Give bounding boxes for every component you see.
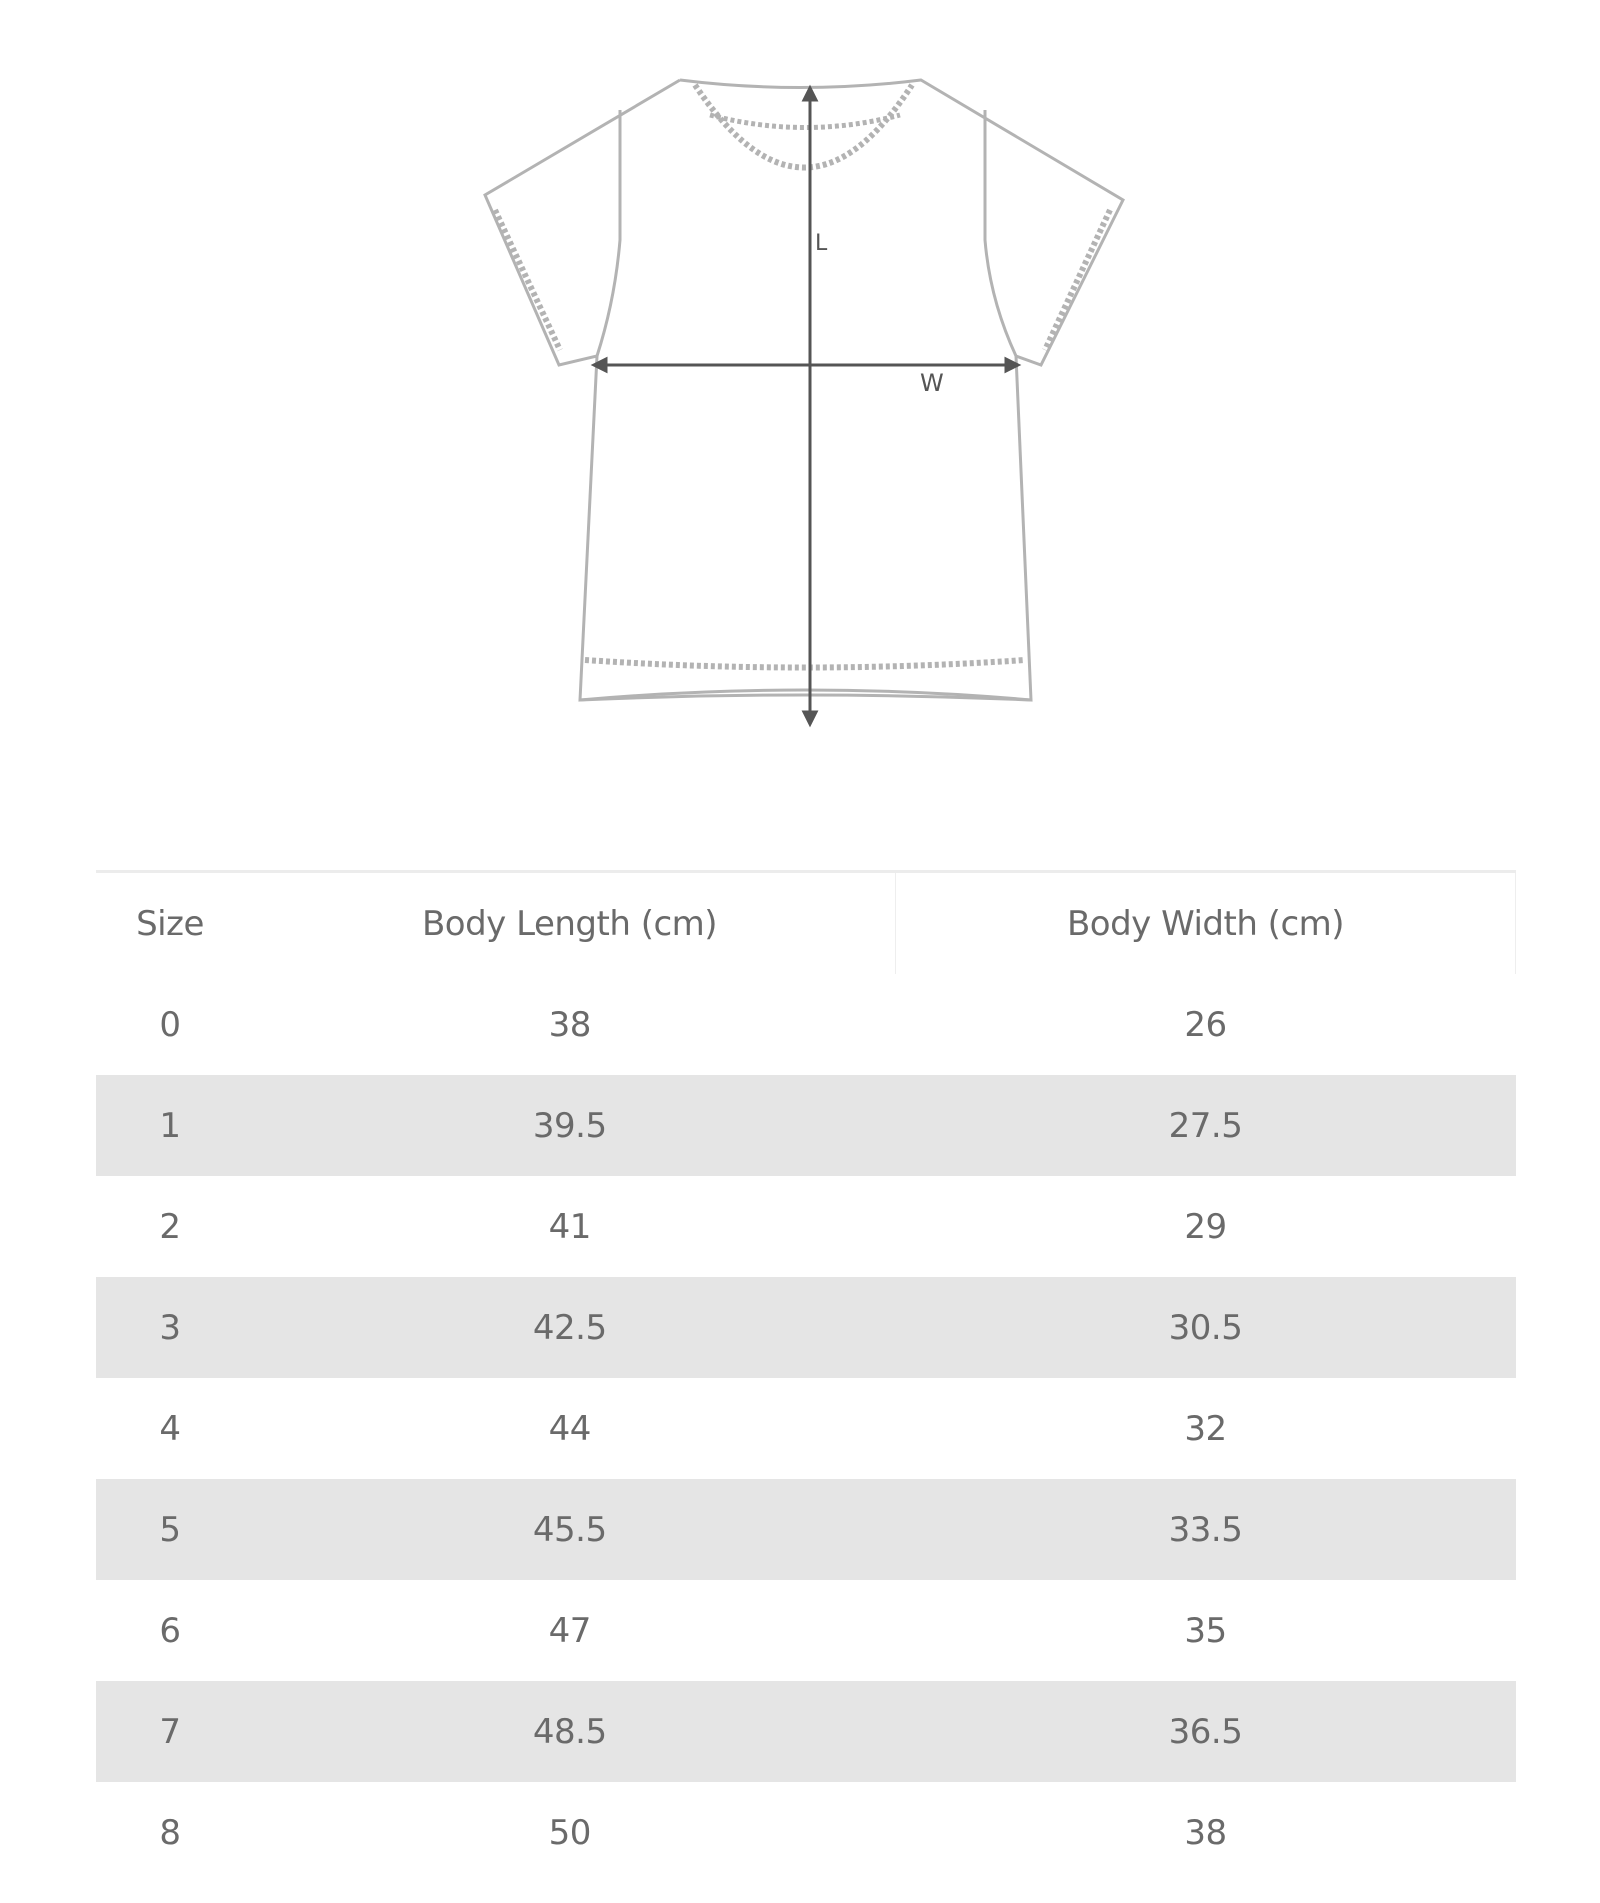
table-row: 7 48.5 36.5 [96, 1681, 1516, 1782]
table-row: 8 50 38 [96, 1782, 1516, 1883]
table-row: 5 45.5 33.5 [96, 1479, 1516, 1580]
width-label: W [920, 369, 944, 397]
table-header-row: Size Body Length (cm) Body Width (cm) [96, 871, 1516, 974]
table-row: 1 39.5 27.5 [96, 1075, 1516, 1176]
body-length-cell: 48.5 [244, 1681, 896, 1782]
size-cell: 2 [159, 1206, 181, 1247]
tshirt-outline [483, 78, 1125, 702]
table-row: 3 42.5 30.5 [96, 1277, 1516, 1378]
body-width-cell: 38 [1184, 1812, 1227, 1853]
body-width-cell: 32 [1184, 1408, 1227, 1449]
body-length-cell: 42.5 [244, 1277, 896, 1378]
body-width-cell: 35 [1184, 1610, 1227, 1651]
size-cell: 1 [96, 1075, 244, 1176]
size-cell: 7 [96, 1681, 244, 1782]
size-cell: 8 [159, 1812, 181, 1853]
body-length-cell: 44 [548, 1408, 592, 1449]
size-cell: 5 [96, 1479, 244, 1580]
body-length-cell: 45.5 [244, 1479, 896, 1580]
body-length-cell: 41 [548, 1206, 592, 1247]
header-body-width: Body Width (cm) [895, 871, 1516, 974]
body-width-cell: 26 [1184, 1004, 1227, 1045]
table-row: 2 41 29 [96, 1176, 1516, 1277]
body-width-cell: 33.5 [895, 1479, 1516, 1580]
size-cell: 0 [159, 1004, 181, 1045]
size-cell: 3 [96, 1277, 244, 1378]
body-width-cell: 29 [1184, 1206, 1227, 1247]
body-length-cell: 50 [548, 1812, 592, 1853]
table-row: 6 47 35 [96, 1580, 1516, 1681]
body-length-cell: 39.5 [244, 1075, 896, 1176]
body-length-cell: 47 [548, 1610, 592, 1651]
table-row: 0 38 26 [96, 974, 1516, 1075]
size-cell: 6 [159, 1610, 181, 1651]
tshirt-size-diagram: L W [483, 78, 1125, 728]
header-size: Size [136, 903, 204, 944]
size-chart-table: Size Body Length (cm) Body Width (cm) 0 3… [96, 870, 1516, 1883]
length-label: L [815, 231, 828, 256]
header-body-length: Body Length (cm) [244, 871, 896, 974]
table-row: 4 44 32 [96, 1378, 1516, 1479]
body-width-cell: 27.5 [895, 1075, 1516, 1176]
body-width-cell: 36.5 [895, 1681, 1516, 1782]
size-cell: 4 [159, 1408, 181, 1449]
body-length-cell: 38 [548, 1004, 592, 1045]
body-width-cell: 30.5 [895, 1277, 1516, 1378]
